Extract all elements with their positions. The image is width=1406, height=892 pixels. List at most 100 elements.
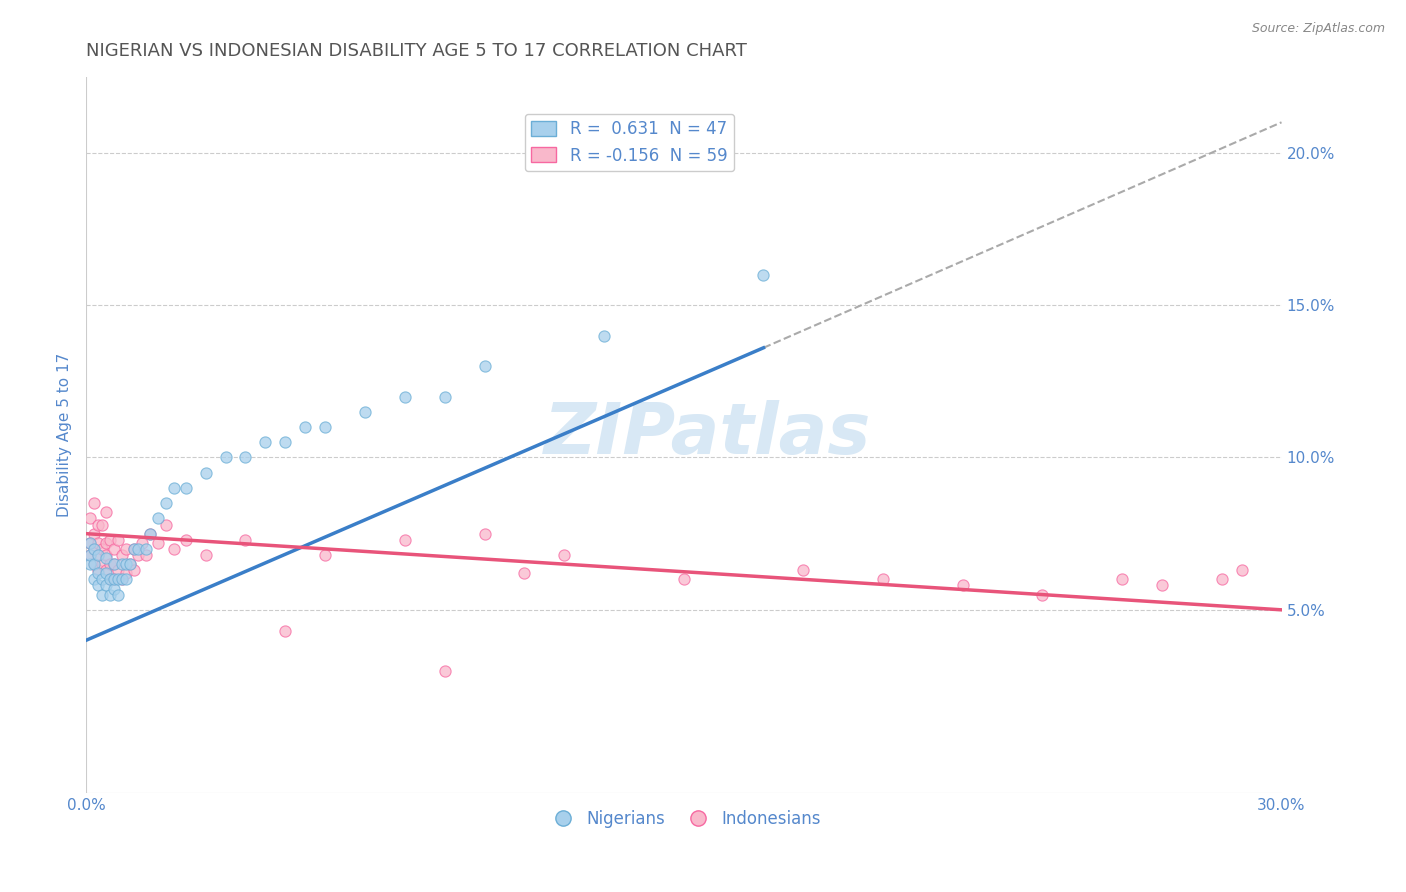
Point — [107, 588, 129, 602]
Point — [792, 563, 814, 577]
Point — [87, 566, 110, 581]
Point — [135, 541, 157, 556]
Point — [872, 573, 894, 587]
Point — [274, 624, 297, 639]
Point — [83, 557, 105, 571]
Point — [91, 517, 114, 532]
Point — [79, 548, 101, 562]
Point — [94, 563, 117, 577]
Point — [107, 533, 129, 547]
Point — [1031, 588, 1053, 602]
Text: Source: ZipAtlas.com: Source: ZipAtlas.com — [1251, 22, 1385, 36]
Point — [394, 390, 416, 404]
Point — [98, 573, 121, 587]
Point — [174, 533, 197, 547]
Point — [131, 536, 153, 550]
Point — [127, 541, 149, 556]
Point — [87, 548, 110, 562]
Point — [194, 548, 217, 562]
Point — [115, 573, 138, 587]
Point — [146, 536, 169, 550]
Point — [294, 420, 316, 434]
Point — [163, 541, 186, 556]
Point — [474, 526, 496, 541]
Point — [111, 548, 134, 562]
Point — [111, 573, 134, 587]
Point — [98, 573, 121, 587]
Point — [433, 390, 456, 404]
Point — [194, 466, 217, 480]
Point — [1230, 563, 1253, 577]
Point — [1211, 573, 1233, 587]
Point — [354, 405, 377, 419]
Point — [433, 664, 456, 678]
Point — [94, 578, 117, 592]
Point — [118, 557, 141, 571]
Point — [163, 481, 186, 495]
Point — [952, 578, 974, 592]
Point — [103, 582, 125, 596]
Point — [672, 573, 695, 587]
Point — [155, 496, 177, 510]
Point — [122, 563, 145, 577]
Point — [98, 533, 121, 547]
Legend: Nigerians, Indonesians: Nigerians, Indonesians — [540, 803, 828, 834]
Point — [146, 511, 169, 525]
Point — [83, 496, 105, 510]
Point — [91, 557, 114, 571]
Point — [87, 563, 110, 577]
Point — [1150, 578, 1173, 592]
Point — [94, 536, 117, 550]
Point — [115, 541, 138, 556]
Point — [593, 328, 616, 343]
Point — [83, 526, 105, 541]
Point — [87, 536, 110, 550]
Point — [118, 557, 141, 571]
Point — [139, 526, 162, 541]
Point — [513, 566, 536, 581]
Text: ZIPatlas: ZIPatlas — [544, 401, 872, 469]
Point — [394, 533, 416, 547]
Point — [103, 557, 125, 571]
Point — [115, 557, 138, 571]
Point — [254, 435, 277, 450]
Point — [98, 557, 121, 571]
Point — [83, 573, 105, 587]
Point — [111, 573, 134, 587]
Point — [91, 541, 114, 556]
Point — [94, 551, 117, 566]
Point — [752, 268, 775, 282]
Point — [314, 548, 336, 562]
Point — [98, 588, 121, 602]
Point — [79, 511, 101, 525]
Point — [553, 548, 575, 562]
Point — [127, 548, 149, 562]
Point — [91, 573, 114, 587]
Point — [87, 578, 110, 592]
Point — [79, 536, 101, 550]
Point — [87, 548, 110, 562]
Point — [83, 557, 105, 571]
Point — [87, 517, 110, 532]
Point — [79, 557, 101, 571]
Point — [94, 566, 117, 581]
Point — [94, 548, 117, 562]
Point — [122, 541, 145, 556]
Point — [174, 481, 197, 495]
Point — [1111, 573, 1133, 587]
Y-axis label: Disability Age 5 to 17: Disability Age 5 to 17 — [58, 352, 72, 516]
Point — [115, 566, 138, 581]
Point — [94, 505, 117, 519]
Point — [274, 435, 297, 450]
Point — [91, 588, 114, 602]
Point — [235, 450, 257, 465]
Point — [155, 517, 177, 532]
Point — [79, 548, 101, 562]
Point — [83, 541, 105, 556]
Point — [107, 573, 129, 587]
Point — [214, 450, 236, 465]
Point — [107, 563, 129, 577]
Point — [474, 359, 496, 373]
Text: NIGERIAN VS INDONESIAN DISABILITY AGE 5 TO 17 CORRELATION CHART: NIGERIAN VS INDONESIAN DISABILITY AGE 5 … — [86, 42, 747, 60]
Point — [83, 541, 105, 556]
